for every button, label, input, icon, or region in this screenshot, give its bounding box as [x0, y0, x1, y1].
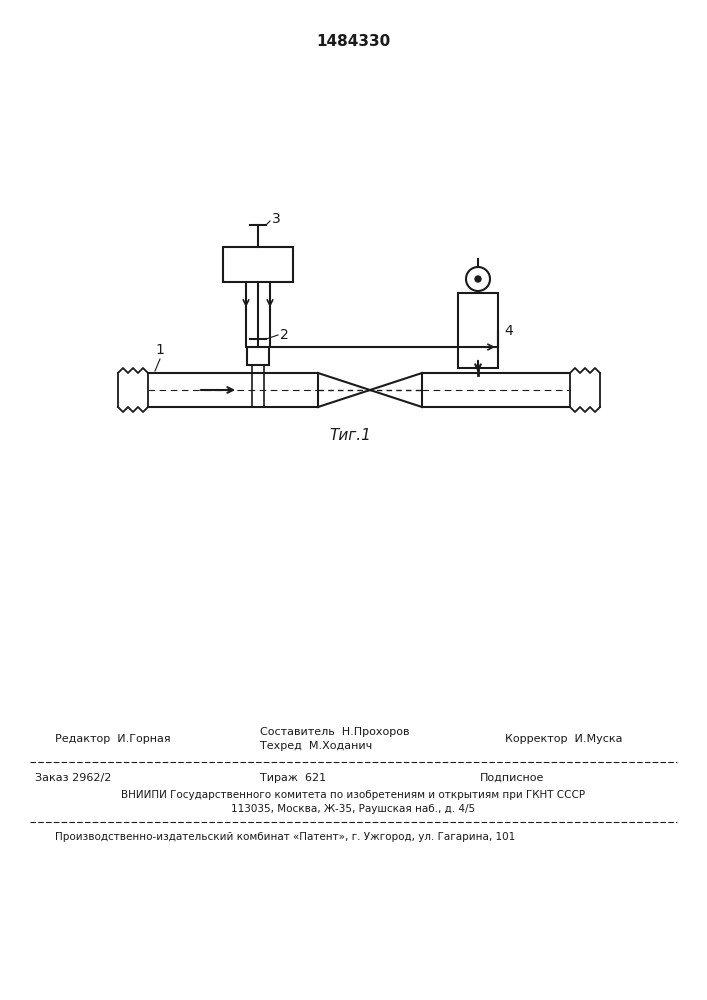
- Text: 1484330: 1484330: [316, 34, 390, 49]
- Text: Τиг.1: Τиг.1: [329, 428, 371, 442]
- Text: ВНИИПИ Государственного комитета по изобретениям и открытиям при ГКНТ СССР: ВНИИПИ Государственного комитета по изоб…: [121, 790, 585, 800]
- Text: Подписное: Подписное: [480, 773, 544, 783]
- Text: Заказ 2962/2: Заказ 2962/2: [35, 773, 112, 783]
- Bar: [458, 293, 498, 368]
- Text: 2: 2: [280, 328, 288, 342]
- Text: 1: 1: [156, 343, 165, 357]
- Text: Техред  М.Ходанич: Техред М.Ходанич: [260, 741, 373, 751]
- Text: Редактор  И.Горная: Редактор И.Горная: [55, 734, 170, 744]
- Bar: [247, 347, 269, 365]
- Text: 113035, Москва, Ж-35, Раушская наб., д. 4/5: 113035, Москва, Ж-35, Раушская наб., д. …: [231, 804, 475, 814]
- Bar: [223, 247, 293, 282]
- Text: Производственно-издательский комбинат «Патент», г. Ужгород, ул. Гагарина, 101: Производственно-издательский комбинат «П…: [55, 832, 515, 842]
- Circle shape: [475, 276, 481, 282]
- Text: Корректор  И.Муска: Корректор И.Муска: [505, 734, 622, 744]
- Text: Тираж  621: Тираж 621: [260, 773, 326, 783]
- Text: Составитель  Н.Прохоров: Составитель Н.Прохоров: [260, 727, 409, 737]
- Text: 3: 3: [272, 212, 281, 226]
- Text: 4: 4: [504, 324, 513, 338]
